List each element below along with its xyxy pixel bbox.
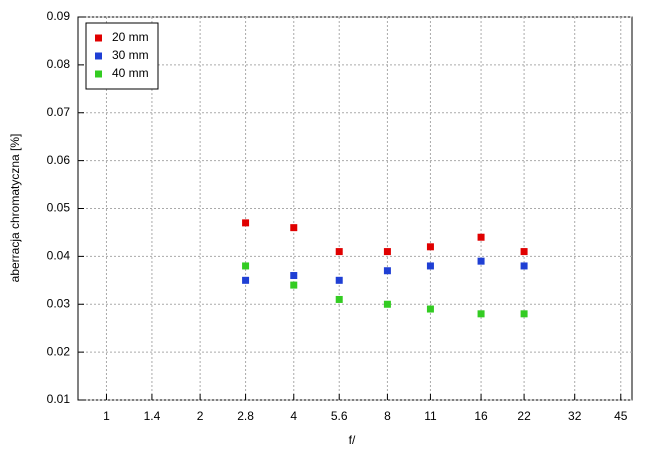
data-point (335, 248, 343, 256)
data-point (520, 310, 528, 318)
x-tick-label: 32 (568, 409, 582, 423)
legend-label: 40 mm (112, 66, 149, 80)
data-point (520, 248, 528, 256)
x-tick-label: 1.4 (144, 409, 161, 423)
legend-swatch (95, 34, 102, 42)
y-tick-label: 0.04 (47, 249, 71, 263)
data-point (383, 267, 391, 275)
y-tick-label: 0.02 (47, 344, 71, 358)
legend-label: 20 mm (112, 30, 149, 44)
legend-swatch (95, 70, 102, 78)
x-tick-label: 5.6 (331, 409, 348, 423)
data-point (335, 295, 343, 303)
x-tick-label: 8 (384, 409, 391, 423)
data-point (477, 310, 485, 318)
x-axis-label: f/ (349, 433, 356, 447)
data-point (383, 300, 391, 308)
data-point (520, 262, 528, 270)
x-tick-label: 4 (290, 409, 297, 423)
y-tick-label: 0.08 (47, 57, 71, 71)
y-tick-label: 0.01 (47, 392, 71, 406)
data-point (477, 257, 485, 265)
data-point (335, 276, 343, 284)
data-point (242, 276, 250, 284)
y-tick-label: 0.06 (47, 153, 71, 167)
y-tick-label: 0.09 (47, 9, 71, 23)
data-point (290, 281, 298, 289)
data-point (242, 219, 250, 227)
data-point (290, 224, 298, 232)
x-tick-label: 2 (197, 409, 204, 423)
data-point (426, 243, 434, 251)
y-tick-label: 0.03 (47, 296, 71, 310)
data-point (290, 272, 298, 280)
x-tick-label: 16 (474, 409, 488, 423)
data-point (426, 262, 434, 270)
data-point (383, 248, 391, 256)
x-tick-label: 22 (517, 409, 531, 423)
y-axis-label: aberracja chromatyczna [%] (8, 134, 22, 283)
x-tick-label: 2.8 (237, 409, 254, 423)
x-tick-label: 1 (103, 409, 110, 423)
x-tick-label: 11 (424, 409, 437, 423)
y-tick-label: 0.05 (47, 201, 71, 215)
legend-label: 30 mm (112, 48, 149, 62)
y-tick-label: 0.07 (47, 105, 71, 119)
x-tick-label: 45 (614, 409, 628, 423)
data-point (242, 262, 250, 270)
data-point (477, 233, 485, 241)
legend-swatch (95, 52, 102, 60)
data-point (426, 305, 434, 313)
